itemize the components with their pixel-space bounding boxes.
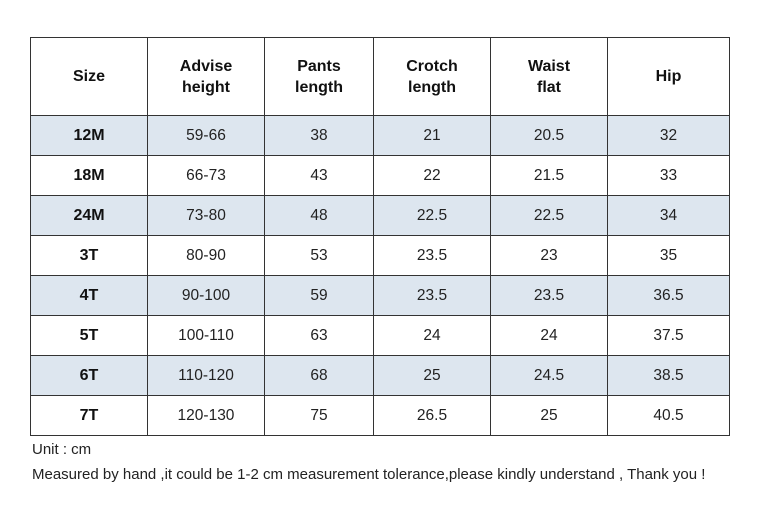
header-pants-length-line-2: length [295, 78, 343, 96]
table-row: 5T 100-110 63 24 24 37.5 [30, 315, 730, 356]
crotch-length-cell: 21 [373, 115, 491, 156]
advise-height-cell: 90-100 [147, 275, 265, 316]
header-advise-height: Advise height [147, 37, 265, 116]
table-row: 6T 110-120 68 25 24.5 38.5 [30, 355, 730, 396]
hip-cell: 40.5 [607, 395, 730, 436]
waist-flat-cell: 24 [490, 315, 608, 356]
table-row: 3T 80-90 53 23.5 23 35 [30, 235, 730, 276]
header-hip: Hip [607, 37, 730, 116]
hip-cell: 34 [607, 195, 730, 236]
size-cell: 24M [30, 195, 148, 236]
pants-length-cell: 63 [264, 315, 374, 356]
table-row: 12M 59-66 38 21 20.5 32 [30, 115, 730, 156]
table-body: 12M 59-66 38 21 20.5 32 18M 66-73 43 22 … [30, 115, 730, 436]
table-row: 4T 90-100 59 23.5 23.5 36.5 [30, 275, 730, 316]
advise-height-cell: 59-66 [147, 115, 265, 156]
size-chart-table: Size Advise height Pants length Crotch l… [30, 37, 730, 436]
header-size: Size [30, 37, 148, 116]
size-cell: 12M [30, 115, 148, 156]
waist-flat-cell: 25 [490, 395, 608, 436]
header-advise-height-line-2: height [182, 78, 230, 96]
waist-flat-cell: 23.5 [490, 275, 608, 316]
table-row: 24M 73-80 48 22.5 22.5 34 [30, 195, 730, 236]
crotch-length-cell: 23.5 [373, 275, 491, 316]
hip-cell: 36.5 [607, 275, 730, 316]
header-advise-height-line-1: Advise [179, 57, 233, 75]
advise-height-cell: 110-120 [147, 355, 265, 396]
pants-length-cell: 48 [264, 195, 374, 236]
waist-flat-cell: 24.5 [490, 355, 608, 396]
header-waist-flat-line-1: Waist [527, 57, 571, 75]
hip-cell: 38.5 [607, 355, 730, 396]
pants-length-cell: 43 [264, 155, 374, 196]
table-row: 18M 66-73 43 22 21.5 33 [30, 155, 730, 196]
crotch-length-cell: 22 [373, 155, 491, 196]
header-row: Size Advise height Pants length Crotch l… [30, 37, 730, 116]
size-cell: 18M [30, 155, 148, 196]
crotch-length-cell: 23.5 [373, 235, 491, 276]
header-size-line-1: Size [72, 68, 105, 85]
pants-length-cell: 68 [264, 355, 374, 396]
pants-length-cell: 53 [264, 235, 374, 276]
crotch-length-cell: 24 [373, 315, 491, 356]
advise-height-cell: 66-73 [147, 155, 265, 196]
pants-length-cell: 75 [264, 395, 374, 436]
advise-height-cell: 100-110 [147, 315, 265, 356]
crotch-length-cell: 25 [373, 355, 491, 396]
header-crotch-length-line-1: Crotch [406, 57, 458, 75]
advise-height-cell: 73-80 [147, 195, 265, 236]
header-waist-flat: Waist flat [490, 37, 608, 116]
advise-height-cell: 80-90 [147, 235, 265, 276]
pants-length-cell: 38 [264, 115, 374, 156]
header-crotch-length-line-2: length [408, 78, 456, 96]
size-cell: 5T [30, 315, 148, 356]
size-cell: 3T [30, 235, 148, 276]
size-cell: 6T [30, 355, 148, 396]
header-crotch-length: Crotch length [373, 37, 491, 116]
table-row: 7T 120-130 75 26.5 25 40.5 [30, 395, 730, 436]
hip-cell: 33 [607, 155, 730, 196]
hip-cell: 37.5 [607, 315, 730, 356]
crotch-length-cell: 26.5 [373, 395, 491, 436]
header-waist-flat-line-2: flat [537, 78, 561, 96]
hip-cell: 32 [607, 115, 730, 156]
header-pants-length: Pants length [264, 37, 374, 116]
waist-flat-cell: 20.5 [490, 115, 608, 156]
unit-note: Unit : cm [32, 441, 92, 458]
pants-length-cell: 59 [264, 275, 374, 316]
hip-cell: 35 [607, 235, 730, 276]
table-header: Size Advise height Pants length Crotch l… [30, 37, 730, 116]
size-cell: 7T [30, 395, 148, 436]
crotch-length-cell: 22.5 [373, 195, 491, 236]
waist-flat-cell: 21.5 [490, 155, 608, 196]
tolerance-note: Measured by hand ,it could be 1-2 cm mea… [32, 466, 706, 483]
header-pants-length-line-1: Pants [297, 57, 341, 75]
waist-flat-cell: 22.5 [490, 195, 608, 236]
size-cell: 4T [30, 275, 148, 316]
header-hip-line-1: Hip [655, 68, 682, 85]
waist-flat-cell: 23 [490, 235, 608, 276]
advise-height-cell: 120-130 [147, 395, 265, 436]
